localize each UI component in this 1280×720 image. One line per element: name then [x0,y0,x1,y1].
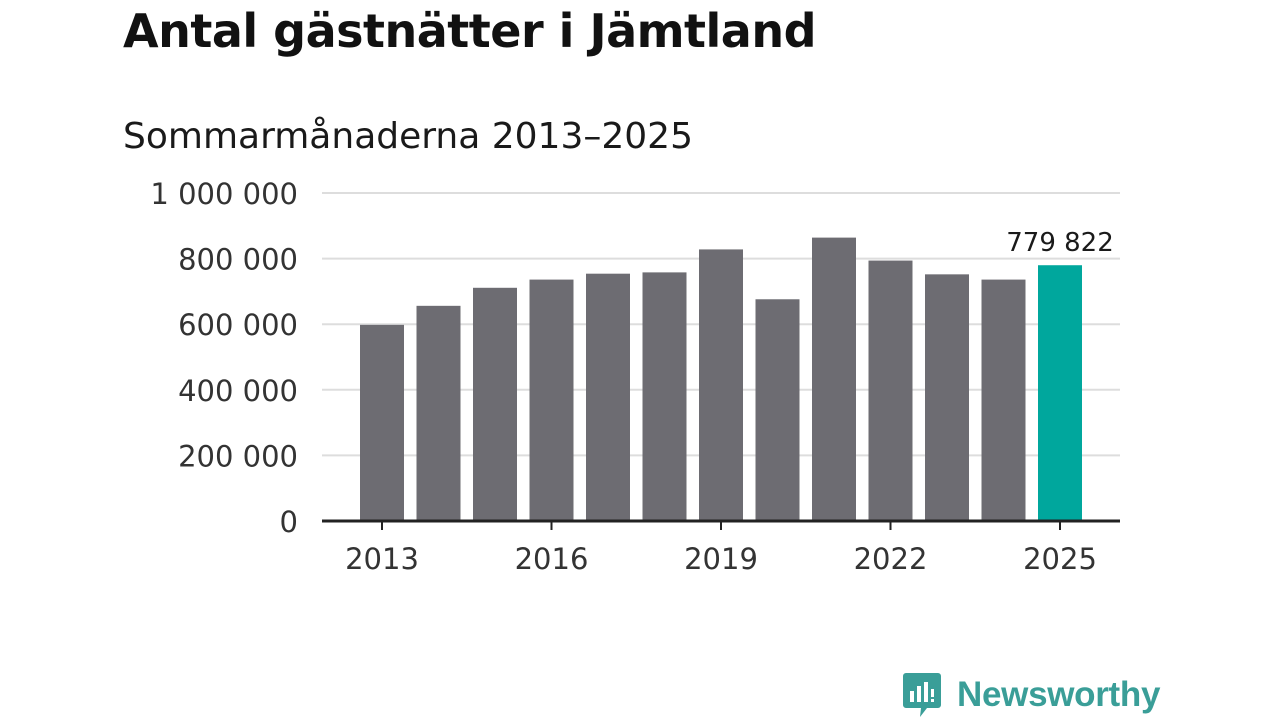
bar [812,237,856,521]
bar [981,279,1026,521]
brand-name: Newsworthy [957,675,1161,714]
y-tick-label: 0 [280,505,298,539]
x-tick-label: 2016 [515,542,589,576]
x-tick-label: 2022 [854,542,928,576]
axes [322,519,1120,530]
x-tick-label: 2013 [345,542,419,576]
y-tick-label: 800 000 [178,243,298,277]
bar [360,324,404,521]
bar [586,273,630,521]
chart-title: Antal gästnätter i Jämtland [123,4,817,58]
bar [925,274,969,521]
bar [755,299,800,521]
y-tick-label: 1 000 000 [150,177,298,211]
data-label: 779 822 [1006,228,1114,258]
y-tick-label: 200 000 [178,439,298,473]
bar [699,249,743,521]
x-tick-label: 2025 [1023,542,1097,576]
chart-subtitle: Sommarmånaderna 2013–2025 [123,116,693,157]
bar [642,272,687,521]
bar [416,305,461,521]
bar [868,260,913,521]
bar-chart: 0 200 000 400 000 600 000 800 000 1 000 000 20… [150,177,1120,576]
labels: 0 200 000 400 000 600 000 800 000 1 000 000 20… [150,177,1113,576]
x-tick-label: 2019 [684,542,758,576]
bar-highlight [1038,265,1082,521]
bar [473,287,517,521]
y-tick-label: 600 000 [178,308,298,342]
newsworthy-logo: Newsworthy [903,672,1160,718]
newsworthy-logo-icon [903,673,941,717]
bar [529,279,574,521]
bars [360,237,1082,521]
y-tick-label: 400 000 [178,374,298,408]
